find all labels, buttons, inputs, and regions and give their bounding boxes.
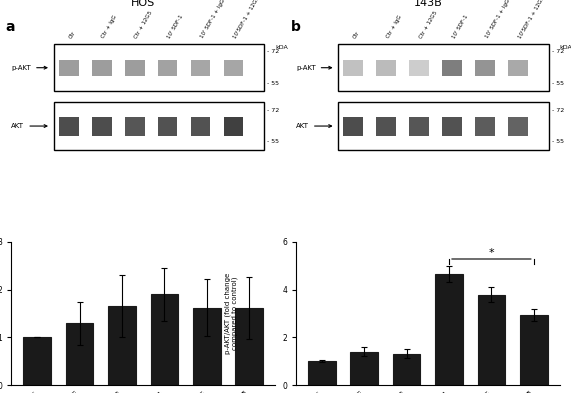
Text: 10' SDF-1 + IgG: 10' SDF-1 + IgG <box>200 0 226 39</box>
Bar <box>344 60 363 75</box>
Text: Ctr + IgG: Ctr + IgG <box>101 15 118 39</box>
Text: *: * <box>489 248 494 258</box>
Bar <box>191 117 210 136</box>
Text: - 72: - 72 <box>267 108 279 113</box>
Text: Ctr + 12G5: Ctr + 12G5 <box>419 10 439 39</box>
Bar <box>193 308 220 385</box>
Bar <box>59 117 79 136</box>
Bar <box>344 117 363 136</box>
Bar <box>151 294 178 385</box>
Bar <box>224 117 243 136</box>
Text: p-AKT: p-AKT <box>296 65 332 71</box>
Bar <box>54 103 264 150</box>
Text: - 55: - 55 <box>267 81 279 86</box>
Bar <box>66 323 94 385</box>
Bar <box>308 361 336 385</box>
Bar <box>443 117 462 136</box>
Bar <box>92 117 111 136</box>
Bar <box>508 60 528 75</box>
Bar <box>23 337 51 385</box>
Bar <box>475 60 495 75</box>
Text: - 72: - 72 <box>267 50 279 55</box>
Text: 10'SDF-1 + 12G5: 10'SDF-1 + 12G5 <box>517 0 546 39</box>
Text: Ctr: Ctr <box>353 30 361 39</box>
Bar <box>435 274 463 385</box>
Bar <box>409 117 429 136</box>
Text: 10' SDF-1: 10' SDF-1 <box>167 14 184 39</box>
Text: kDA: kDA <box>560 45 571 50</box>
Bar <box>59 60 79 75</box>
Text: Ctr + IgG: Ctr + IgG <box>385 15 403 39</box>
Text: - 72: - 72 <box>552 50 564 55</box>
Text: kDA: kDA <box>275 45 288 50</box>
Text: - 55: - 55 <box>552 81 564 86</box>
Text: b: b <box>291 20 301 34</box>
Bar <box>158 60 178 75</box>
Title: 143B: 143B <box>413 0 442 8</box>
Bar <box>477 295 505 385</box>
Title: HOS: HOS <box>131 0 155 8</box>
Bar <box>235 308 263 385</box>
Bar <box>224 60 243 75</box>
Bar <box>376 117 396 136</box>
Bar <box>475 117 495 136</box>
Bar <box>54 44 264 91</box>
Text: Ctr + 12G5: Ctr + 12G5 <box>134 10 154 39</box>
Text: a: a <box>6 20 15 34</box>
Bar <box>108 306 136 385</box>
Bar <box>351 352 378 385</box>
Text: Ctr: Ctr <box>68 30 77 39</box>
Bar <box>393 354 420 385</box>
Text: AKT: AKT <box>11 123 47 129</box>
Bar <box>92 60 111 75</box>
Text: 10' SDF-1 + IgG: 10' SDF-1 + IgG <box>484 0 511 39</box>
Text: 10' SDF-1: 10' SDF-1 <box>452 14 469 39</box>
Bar <box>158 117 178 136</box>
Text: p-AKT: p-AKT <box>11 65 47 71</box>
Bar <box>508 117 528 136</box>
Bar <box>443 60 462 75</box>
Bar <box>520 315 548 385</box>
Bar <box>191 60 210 75</box>
Text: - 55: - 55 <box>552 139 564 144</box>
Text: 10'SDF-1 + 12G5: 10'SDF-1 + 12G5 <box>233 0 261 39</box>
Bar <box>338 44 549 91</box>
Bar <box>409 60 429 75</box>
Bar <box>124 60 144 75</box>
Bar <box>124 117 144 136</box>
Bar <box>338 103 549 150</box>
Bar <box>376 60 396 75</box>
Y-axis label: p-AKT/AKT (fold change
compared to control): p-AKT/AKT (fold change compared to contr… <box>224 273 238 354</box>
Text: AKT: AKT <box>296 123 332 129</box>
Text: - 55: - 55 <box>267 139 279 144</box>
Text: - 72: - 72 <box>552 108 564 113</box>
